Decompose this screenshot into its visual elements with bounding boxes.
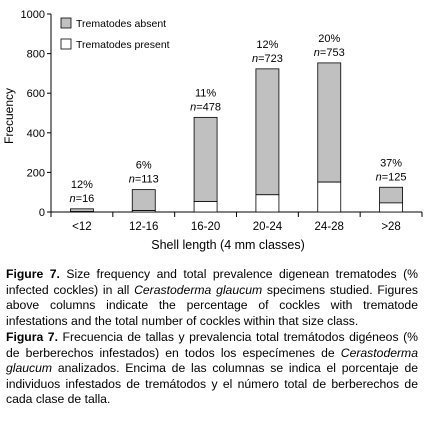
bar-trematodes-present — [317, 181, 342, 213]
y-tick-label: 800 — [27, 49, 45, 61]
n-value: =113 — [135, 174, 159, 186]
legend-swatch — [60, 17, 72, 29]
bar-trematodes-absent — [317, 62, 342, 183]
n-symbol: n — [252, 53, 258, 65]
x-tick-label: 16-20 — [191, 221, 220, 233]
n-value: =753 — [320, 47, 345, 59]
percent-infected-label: 11% — [195, 87, 216, 99]
x-tick-label: 20-24 — [253, 221, 283, 233]
y-axis-label: Frecuency — [2, 88, 16, 144]
y-tick-label: 200 — [27, 167, 45, 179]
total-count-label: n=113 — [129, 174, 159, 186]
stacked-bar-chart: 0 200 400 600 800 1000 <12 12-16 16-20 20-24 24-2… — [2, 9, 423, 252]
bar-trematodes-present — [193, 201, 218, 213]
figure-label: Figura 7. — [6, 330, 58, 344]
n-symbol: n — [129, 174, 135, 186]
bar-trematodes-absent — [70, 208, 94, 213]
percent-infected-label: 20% — [318, 33, 340, 45]
bar-trematodes-present — [255, 194, 280, 213]
y-tick-label: 1000 — [21, 9, 45, 21]
total-count-label: n=478 — [190, 101, 221, 113]
bars — [70, 62, 403, 213]
y-axis: 0 200 400 600 800 1000 — [21, 9, 52, 219]
n-value: =478 — [196, 101, 221, 113]
legend-swatch — [60, 38, 72, 50]
bar-trematodes-absent — [193, 116, 218, 202]
n-value: =723 — [258, 53, 283, 65]
total-count-label: n=16 — [70, 193, 95, 205]
legend-label: Trematodes absent — [76, 18, 166, 30]
percent-infected-label: 12% — [71, 179, 93, 191]
percent-infected-label: 6% — [136, 160, 152, 172]
percent-infected-label: 37% — [380, 157, 402, 169]
n-symbol: n — [314, 47, 320, 59]
total-count-label: n=723 — [252, 53, 283, 65]
species-name: Cerastoderma glaucum — [134, 282, 263, 297]
total-count-label: n=753 — [314, 47, 345, 59]
figure-label: Figure 7. — [6, 267, 60, 281]
caption-spanish: Figura 7. Frecuencia de tallas y prevale… — [6, 330, 418, 407]
x-tick-label: >28 — [381, 221, 401, 233]
bar-trematodes-present — [131, 210, 156, 213]
x-axis: <12 12-16 16-20 20-24 24-28 >28 — [50, 211, 423, 233]
x-tick-label: <12 — [72, 221, 92, 233]
bar-trematodes-absent — [379, 186, 403, 204]
bar-trematodes-present — [379, 202, 403, 213]
y-tick-label: 0 — [39, 207, 45, 219]
caption-english: Figure 7. Size frequency and total preva… — [6, 267, 418, 328]
x-tick-label: 24-28 — [315, 221, 344, 233]
n-symbol: n — [190, 101, 196, 113]
n-symbol: n — [376, 171, 382, 183]
species-name: Cerastoderma glaucum — [6, 345, 418, 376]
bar-trematodes-absent — [255, 68, 280, 196]
n-value: =125 — [382, 171, 407, 183]
legend: Trematodes absent Trematodes present — [60, 17, 170, 51]
n-value: =16 — [76, 193, 95, 205]
x-axis-label: Shell length (4 mm classes) — [151, 238, 305, 252]
y-tick-label: 400 — [27, 128, 45, 140]
bar-annotations: 12%n=166%n=11311%n=47812%n=72320%n=75337… — [70, 33, 407, 205]
percent-infected-label: 12% — [256, 39, 278, 51]
legend-label: Trematodes present — [76, 39, 170, 51]
y-tick-label: 600 — [27, 88, 45, 100]
bar-trematodes-absent — [131, 189, 156, 212]
n-symbol: n — [70, 193, 76, 205]
x-tick-label: 12-16 — [129, 221, 158, 233]
total-count-label: n=125 — [376, 171, 407, 183]
